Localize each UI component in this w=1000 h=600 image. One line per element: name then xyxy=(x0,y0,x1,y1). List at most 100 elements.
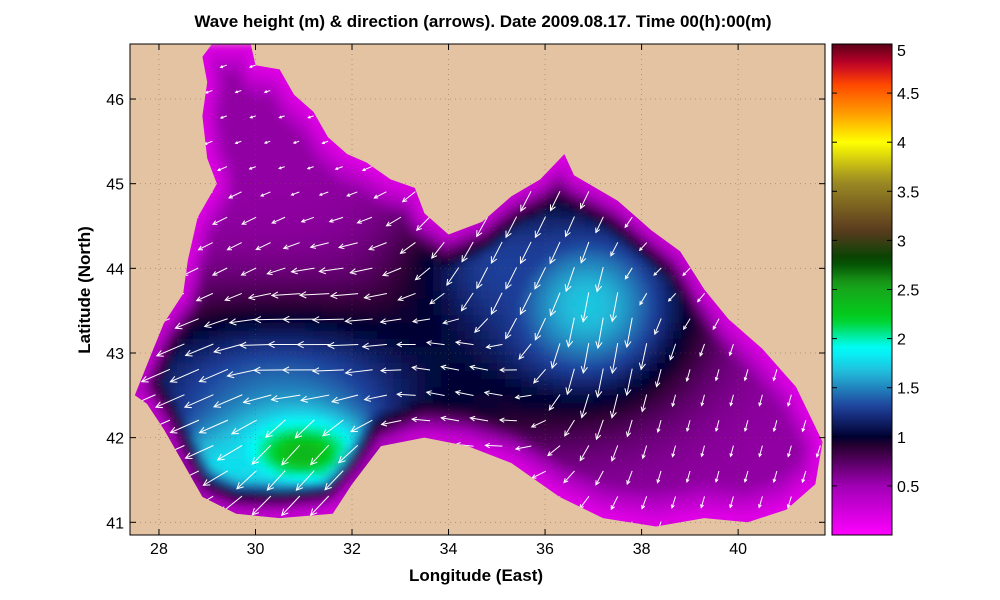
sea-cell xyxy=(649,403,659,413)
sea-cell xyxy=(353,459,363,469)
sea-cell xyxy=(617,451,627,461)
arrow-shaft xyxy=(486,343,503,348)
sea-cell xyxy=(617,371,627,381)
sea-cell xyxy=(777,403,787,413)
sea-cell xyxy=(649,435,659,445)
sea-cell xyxy=(761,355,771,365)
sea-cell xyxy=(225,443,235,453)
sea-cell xyxy=(305,411,315,421)
sea-cell xyxy=(313,123,323,133)
sea-cell xyxy=(353,211,363,221)
sea-cell xyxy=(673,483,683,493)
sea-cell xyxy=(569,227,579,237)
sea-cell xyxy=(753,475,763,485)
sea-cell xyxy=(273,123,283,133)
arrow-head xyxy=(656,428,661,434)
arrow-head xyxy=(534,281,541,290)
sea-cell xyxy=(249,123,259,133)
arrow-head xyxy=(211,271,218,276)
sea-cell xyxy=(505,235,515,245)
sea-cell xyxy=(681,499,691,509)
sea-cell xyxy=(297,163,307,173)
sea-cell xyxy=(593,307,603,317)
sea-cell xyxy=(681,259,691,269)
sea-cell xyxy=(497,435,507,445)
sea-cell xyxy=(625,315,635,325)
sea-cell xyxy=(545,203,555,213)
arrow-shaft xyxy=(175,318,199,329)
sea-cell xyxy=(329,315,339,325)
sea-cell xyxy=(449,259,459,269)
sea-cell xyxy=(513,403,523,413)
sea-cell xyxy=(289,259,299,269)
sea-cell xyxy=(233,203,243,213)
sea-cell xyxy=(345,411,355,421)
sea-cell xyxy=(417,379,427,389)
sea-cell xyxy=(377,403,387,413)
x-tick-label: 30 xyxy=(247,541,265,558)
sea-cell xyxy=(665,283,675,293)
sea-cell xyxy=(233,475,243,485)
sea-cell xyxy=(481,427,491,437)
sea-cell xyxy=(257,491,267,501)
sea-cell xyxy=(233,251,243,261)
sea-cell xyxy=(177,371,187,381)
sea-cell xyxy=(233,67,243,77)
sea-cell xyxy=(465,363,475,373)
sea-cell xyxy=(313,459,323,469)
sea-cell xyxy=(625,507,635,517)
sea-cell xyxy=(713,451,723,461)
sea-cell xyxy=(513,363,523,373)
sea-cell xyxy=(657,371,667,381)
sea-cell xyxy=(561,203,571,213)
sea-cell xyxy=(401,331,411,341)
sea-cell xyxy=(609,491,619,501)
sea-cell xyxy=(577,467,587,477)
sea-cell xyxy=(329,467,339,477)
sea-cell xyxy=(241,235,251,245)
arrow-shaft xyxy=(398,292,416,301)
sea-cell xyxy=(633,467,643,477)
sea-cell xyxy=(673,363,683,373)
sea-cell xyxy=(497,443,507,453)
sea-cell xyxy=(249,83,259,93)
arrow-shaft xyxy=(671,394,677,407)
sea-cell xyxy=(209,83,219,93)
sea-cell xyxy=(169,347,179,357)
sea-cell xyxy=(601,323,611,333)
sea-cell xyxy=(193,427,203,437)
sea-cell xyxy=(289,419,299,429)
sea-cell xyxy=(225,483,235,493)
arrow-shaft xyxy=(642,445,648,459)
sea-cell xyxy=(425,219,435,229)
sea-cell xyxy=(257,259,267,269)
sea-cell xyxy=(809,475,819,485)
sea-cell xyxy=(225,403,235,413)
sea-cell xyxy=(185,299,195,309)
sea-cell xyxy=(281,339,291,349)
sea-cell xyxy=(465,435,475,445)
sea-cell xyxy=(361,195,371,205)
sea-cell xyxy=(377,219,387,229)
sea-cell xyxy=(321,131,331,141)
sea-cell xyxy=(601,299,611,309)
sea-cell xyxy=(641,275,651,285)
sea-cell xyxy=(673,403,683,413)
sea-cell xyxy=(505,227,515,237)
sea-cell xyxy=(665,347,675,357)
sea-cell xyxy=(505,355,515,365)
sea-cell xyxy=(497,307,507,317)
sea-cell xyxy=(361,211,371,221)
sea-cell xyxy=(425,275,435,285)
sea-cell xyxy=(545,355,555,365)
sea-cell xyxy=(713,323,723,333)
sea-cell xyxy=(513,227,523,237)
colorbar: 0.511.522.533.544.55 xyxy=(831,43,919,536)
sea-cell xyxy=(329,419,339,429)
sea-cell xyxy=(617,227,627,237)
arrow-head xyxy=(322,429,330,437)
sea-cell xyxy=(361,459,371,469)
sea-cell xyxy=(305,435,315,445)
sea-cell xyxy=(409,291,419,301)
arrow-shaft xyxy=(499,419,517,422)
